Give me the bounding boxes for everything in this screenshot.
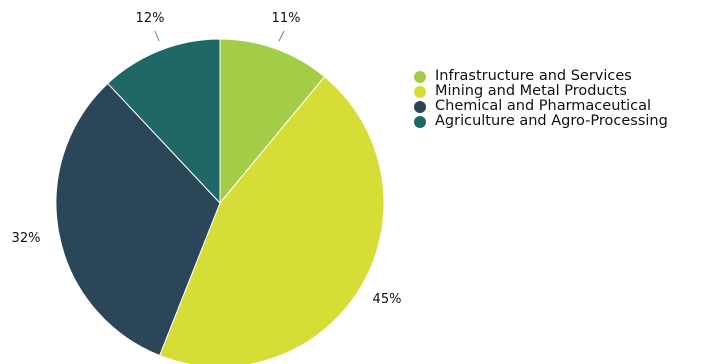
percentage-labels: 11% 45% 32% 12% (12, 11, 402, 307)
pie-slice-agriculture-and-agro-processing (107, 38, 221, 205)
pie-slice-chemical-and-pharmaceutical (55, 82, 221, 357)
legend-swatch (414, 70, 426, 83)
leader-line (278, 30, 285, 42)
legend-label: Infrastructure and Services (435, 68, 632, 84)
legend-swatch (414, 100, 426, 113)
leader-lines (154, 30, 285, 42)
legend-item-mining-and-metal-products: Mining and Metal Products (414, 84, 668, 99)
slice-percentage-label: 12% (136, 11, 165, 26)
legend-item-agriculture-and-agro-processing: Agriculture and Agro-Processing (414, 114, 668, 129)
slice-percentage-label: 11% (272, 11, 301, 26)
legend-swatch (414, 115, 426, 128)
legend-item-infrastructure-and-services: Infrastructure and Services (414, 69, 668, 84)
legend-label: Mining and Metal Products (435, 83, 627, 99)
legend-swatch (414, 85, 426, 98)
legend-label: Chemical and Pharmaceutical (435, 98, 651, 114)
pie-slice-mining-and-metal-products (158, 75, 385, 364)
legend-label: Agriculture and Agro-Processing (435, 113, 668, 129)
pie-slices (55, 38, 385, 364)
pie-slice-infrastructure-and-services (219, 38, 326, 205)
leader-line (154, 30, 160, 42)
slice-percentage-label: 45% (373, 292, 402, 307)
legend: Infrastructure and Services Mining and M… (414, 69, 668, 129)
legend-item-chemical-and-pharmaceutical: Chemical and Pharmaceutical (414, 99, 668, 114)
slice-percentage-label: 32% (12, 231, 41, 246)
